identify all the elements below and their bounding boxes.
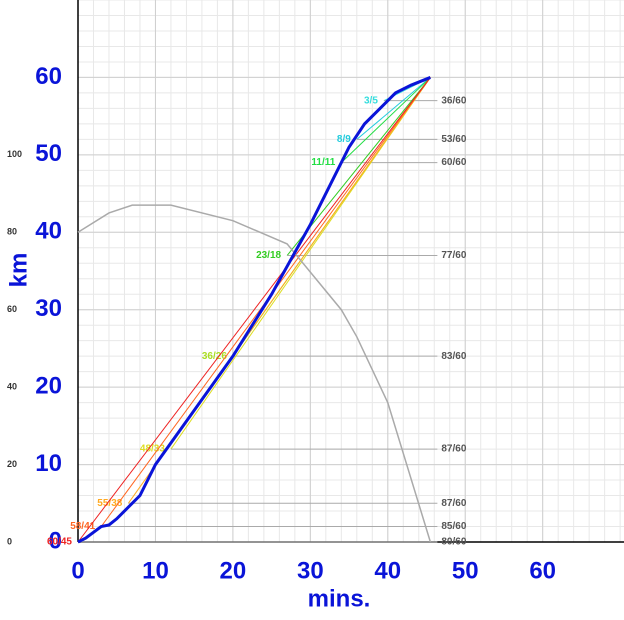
segment-note: 85/60: [441, 521, 466, 532]
segment-note: 60/60: [441, 157, 466, 168]
segment-note: 83/60: [441, 351, 466, 362]
segment-note: 53/60: [441, 134, 466, 145]
y-tick-label: 10: [35, 450, 62, 477]
segment-label: 11/11: [311, 157, 335, 168]
segment-label: 60/45: [47, 537, 72, 548]
y2-tick-label: 0: [7, 536, 12, 546]
segment-label: 3/5: [364, 95, 378, 106]
segment-label: 48/33: [140, 444, 165, 455]
y2-tick-label: 40: [7, 382, 17, 392]
x-tick-label: 60: [529, 557, 556, 584]
y2-tick-label: 20: [7, 459, 17, 469]
y2-tick-label: 100: [7, 149, 22, 159]
pace-line: [340, 77, 431, 163]
y2-tick-label: 60: [7, 304, 17, 314]
segment-label: 36/26: [202, 351, 227, 362]
segment-label: 23/18: [256, 250, 281, 261]
series-line: [77, 76, 431, 544]
y-tick-label: 0: [49, 527, 62, 554]
segment-note: 36/60: [441, 95, 466, 106]
x-tick-label: 30: [297, 557, 324, 584]
y-tick-label: 20: [35, 372, 62, 399]
series-line: [77, 204, 432, 543]
y2-tick-label: 80: [7, 227, 17, 237]
pace-line: [356, 77, 431, 140]
segment-note: 80/60: [441, 537, 466, 548]
x-tick-label: 40: [374, 557, 401, 584]
y-axis-label: km: [5, 253, 32, 288]
y-tick-label: 60: [35, 63, 62, 90]
x-tick-label: 50: [452, 557, 479, 584]
segment-label: 8/9: [337, 134, 351, 145]
segment-note: 87/60: [441, 444, 466, 455]
x-tick-label: 0: [71, 557, 84, 584]
x-tick-label: 10: [142, 557, 169, 584]
segment-note: 87/60: [441, 498, 466, 509]
pace-line: [170, 77, 431, 450]
segment-note: 77/60: [441, 250, 466, 261]
y-tick-label: 50: [35, 140, 62, 167]
y-tick-label: 40: [35, 218, 62, 245]
segment-label: 55/38: [97, 498, 122, 509]
x-axis-label: mins.: [308, 585, 371, 612]
segment-label: 58/41: [70, 521, 95, 532]
x-tick-label: 20: [220, 557, 247, 584]
y-tick-label: 30: [35, 295, 62, 322]
pace-line: [77, 77, 431, 543]
